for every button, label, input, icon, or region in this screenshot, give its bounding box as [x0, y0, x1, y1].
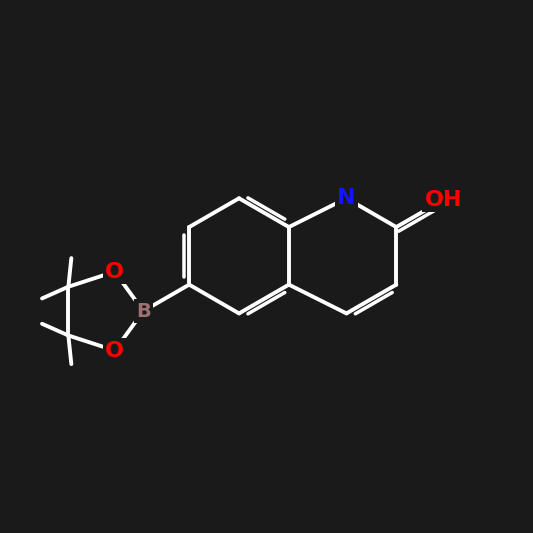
Text: B: B: [136, 302, 151, 321]
Text: O: O: [105, 262, 124, 281]
Text: OH: OH: [425, 190, 463, 209]
Text: N: N: [337, 188, 356, 208]
Text: O: O: [105, 341, 124, 360]
